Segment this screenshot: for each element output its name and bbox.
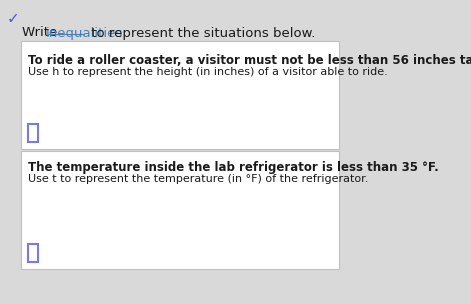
Text: Use h to represent the height (in inches) of a visitor able to ride.: Use h to represent the height (in inches… — [28, 67, 388, 77]
Text: to represent the situations below.: to represent the situations below. — [87, 26, 316, 40]
Text: Write: Write — [22, 26, 62, 40]
FancyBboxPatch shape — [21, 151, 339, 269]
Text: inequalities: inequalities — [46, 26, 123, 40]
Text: Use t to represent the temperature (in °F) of the refrigerator.: Use t to represent the temperature (in °… — [28, 174, 368, 184]
Text: The temperature inside the lab refrigerator is less than 35 °F.: The temperature inside the lab refrigera… — [28, 161, 439, 174]
FancyBboxPatch shape — [28, 244, 39, 262]
Text: ✓: ✓ — [7, 12, 20, 26]
FancyBboxPatch shape — [28, 124, 39, 142]
Text: To ride a roller coaster, a visitor must not be less than 56 inches tall.: To ride a roller coaster, a visitor must… — [28, 54, 471, 67]
FancyBboxPatch shape — [21, 41, 339, 149]
